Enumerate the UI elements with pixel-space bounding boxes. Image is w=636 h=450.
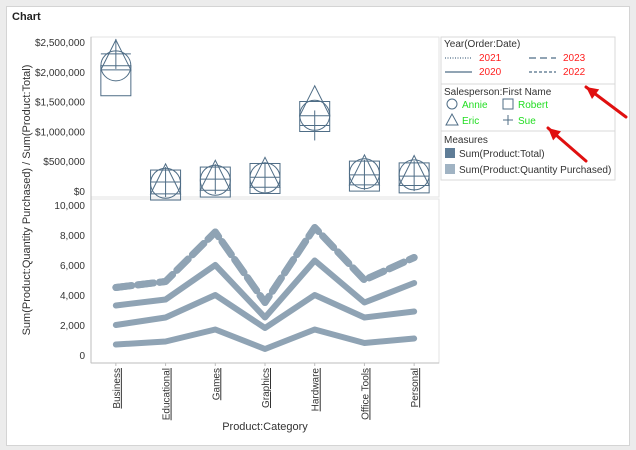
annotation-arrow-year-head (586, 87, 600, 99)
legend-salesperson-label-sue: Sue (518, 116, 536, 127)
x-tick-label-games: Games (211, 368, 222, 400)
x-axis-title: Product:Category (222, 421, 308, 433)
x-tick-label-business: Business (112, 368, 123, 409)
legend-marker-robert (502, 98, 514, 110)
x-tick-label-personal: Personal (410, 368, 421, 407)
y-axis-title: Sum(Product:Quantity Purchased) / Sum(Pr… (21, 65, 33, 336)
x-tick-label-hardware: Hardware (311, 368, 322, 412)
legend-salesperson-label-robert: Robert (518, 100, 548, 111)
legend-measure-label-1: Sum(Product:Quantity Purchased) (459, 165, 611, 176)
legend-year-label-2023: 2023 (563, 53, 586, 64)
x-tick-label-educational: Educational (162, 368, 173, 420)
y-tick-label-lower: 6,000 (60, 261, 85, 272)
y-tick-label-upper: $2,000,000 (35, 68, 85, 79)
y-tick-label-lower: 2,000 (60, 321, 85, 332)
series-line-2023 (112, 224, 418, 306)
annotation-arrow-salesperson-head (548, 128, 561, 141)
y-tick-label-upper: $1,000,000 (35, 127, 85, 138)
chart-title: Chart (12, 11, 41, 23)
y-tick-label-upper: $0 (74, 187, 86, 198)
y-tick-label-upper: $1,500,000 (35, 98, 85, 109)
y-tick-label-lower: 4,000 (60, 291, 85, 302)
x-tick-label-office-tools: Office Tools (360, 368, 371, 420)
series-line-bottom (112, 326, 418, 352)
y-tick-label-upper: $2,500,000 (35, 38, 85, 49)
legend-measures-title: Measures (444, 135, 488, 146)
y-tick-label-lower: 10,000 (54, 201, 85, 212)
series-line-2022 (112, 224, 418, 306)
x-tick-label-graphics: Graphics (261, 368, 272, 408)
legend-measures-box (440, 130, 616, 181)
legend-year-label-2020: 2020 (479, 67, 502, 78)
y-tick-label-lower: 8,000 (60, 231, 85, 242)
legend-year-label-2021: 2021 (479, 53, 502, 64)
legend-salesperson-label-annie: Annie (462, 100, 488, 111)
series-line-2021 (112, 257, 418, 321)
legend-measure-swatch-0 (445, 148, 455, 158)
legend-measure-label-0: Sum(Product:Total) (459, 149, 545, 160)
legend-year-title: Year(Order:Date) (444, 39, 520, 50)
legend-measure-swatch-1 (445, 164, 455, 174)
legend-year-label-2022: 2022 (563, 67, 586, 78)
legend-salesperson-title: Salesperson:First Name (444, 87, 552, 98)
legend-marker-annie (446, 98, 458, 110)
legend-marker-eric (445, 112, 459, 126)
legend-salesperson-box (440, 83, 616, 132)
marker-eric (100, 38, 132, 71)
legend-year-box (440, 36, 616, 85)
series-line-2020 (112, 292, 418, 331)
y-tick-label-upper: $500,000 (43, 157, 85, 168)
legend-salesperson-label-eric: Eric (462, 116, 479, 127)
y-tick-label-lower: 0 (79, 351, 85, 362)
